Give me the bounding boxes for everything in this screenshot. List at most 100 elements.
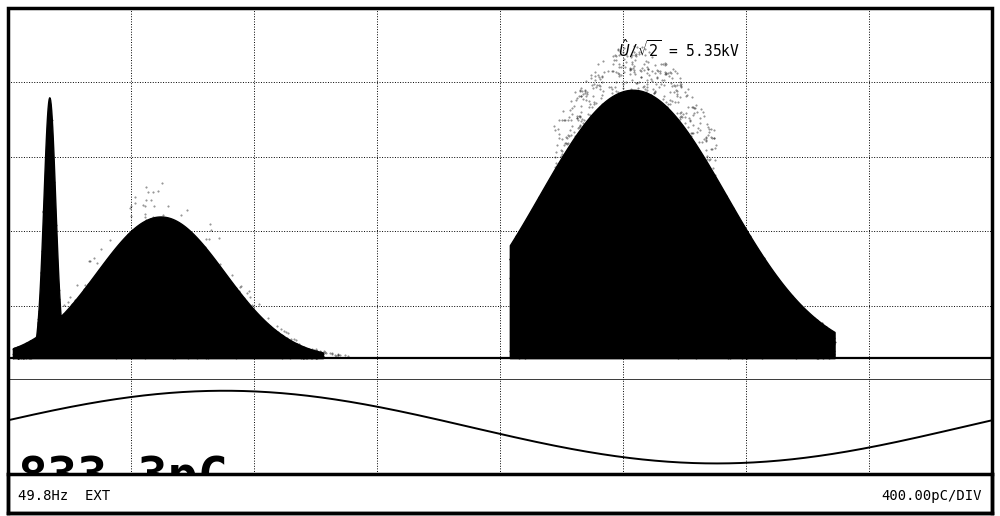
Point: [739, 353, 755, 362]
Point: [564, 232, 580, 240]
Point: [822, 343, 838, 351]
Point: [168, 232, 184, 240]
Point: [727, 262, 743, 270]
Point: [619, 106, 635, 114]
Point: [256, 326, 272, 334]
Point: [769, 281, 785, 289]
Point: [661, 250, 677, 258]
Point: [290, 348, 306, 356]
Point: [258, 331, 274, 339]
Point: [823, 350, 839, 359]
Point: [552, 225, 568, 234]
Point: [206, 326, 222, 334]
Point: [807, 349, 823, 357]
Point: [691, 171, 707, 179]
Point: [292, 349, 308, 357]
Point: [777, 306, 793, 314]
Point: [294, 344, 310, 352]
Point: [785, 344, 801, 352]
Point: [792, 309, 808, 317]
Point: [608, 78, 624, 86]
Point: [553, 317, 569, 326]
Point: [640, 160, 656, 169]
Point: [221, 346, 237, 354]
Point: [115, 318, 131, 326]
Point: [10, 354, 26, 362]
Point: [605, 249, 621, 257]
Point: [788, 327, 804, 335]
Point: [36, 353, 52, 361]
Point: [212, 297, 228, 305]
Point: [588, 315, 604, 323]
Point: [711, 293, 727, 301]
Point: [680, 103, 696, 111]
Point: [217, 344, 233, 352]
Point: [20, 346, 36, 354]
Point: [693, 326, 709, 334]
Point: [685, 128, 701, 137]
Point: [623, 85, 639, 93]
Point: [285, 352, 301, 361]
Point: [628, 89, 644, 97]
Point: [551, 341, 567, 349]
Point: [236, 304, 252, 313]
Point: [586, 182, 602, 190]
Point: [613, 178, 629, 186]
Point: [293, 350, 309, 358]
Point: [201, 314, 217, 322]
Point: [590, 151, 606, 159]
Point: [173, 234, 189, 243]
Point: [545, 294, 561, 302]
Point: [632, 349, 648, 358]
Point: [730, 271, 746, 279]
Point: [239, 304, 255, 313]
Point: [75, 348, 91, 356]
Point: [638, 322, 654, 330]
Point: [611, 218, 627, 227]
Point: [224, 323, 240, 331]
Point: [755, 313, 771, 321]
Point: [143, 305, 159, 313]
Point: [582, 164, 598, 172]
Point: [304, 345, 320, 353]
Point: [719, 273, 735, 282]
Point: [556, 167, 572, 175]
Point: [561, 132, 577, 140]
Point: [145, 309, 161, 317]
Point: [76, 295, 92, 303]
Point: [110, 294, 126, 302]
Point: [627, 256, 643, 265]
Point: [221, 329, 237, 337]
Point: [271, 345, 287, 353]
Point: [51, 286, 67, 295]
Point: [271, 343, 287, 351]
Point: [313, 348, 329, 356]
Point: [300, 345, 316, 353]
Point: [202, 259, 218, 267]
Point: [96, 275, 112, 283]
Point: [273, 325, 289, 333]
Point: [271, 330, 287, 338]
Point: [782, 342, 798, 350]
Point: [699, 281, 715, 289]
Point: [608, 251, 624, 260]
Point: [825, 331, 841, 340]
Point: [635, 212, 651, 220]
Point: [778, 331, 794, 339]
Point: [649, 155, 665, 164]
Point: [138, 239, 154, 247]
Point: [124, 277, 140, 285]
Point: [273, 340, 289, 348]
Point: [822, 347, 838, 356]
Point: [556, 215, 572, 223]
Point: [631, 230, 647, 238]
Point: [638, 228, 654, 236]
Point: [656, 76, 672, 84]
Point: [622, 66, 638, 74]
Point: [17, 350, 33, 358]
Point: [268, 348, 284, 356]
Point: [709, 280, 725, 288]
Point: [103, 286, 119, 294]
Point: [685, 208, 701, 216]
Point: [558, 205, 574, 214]
